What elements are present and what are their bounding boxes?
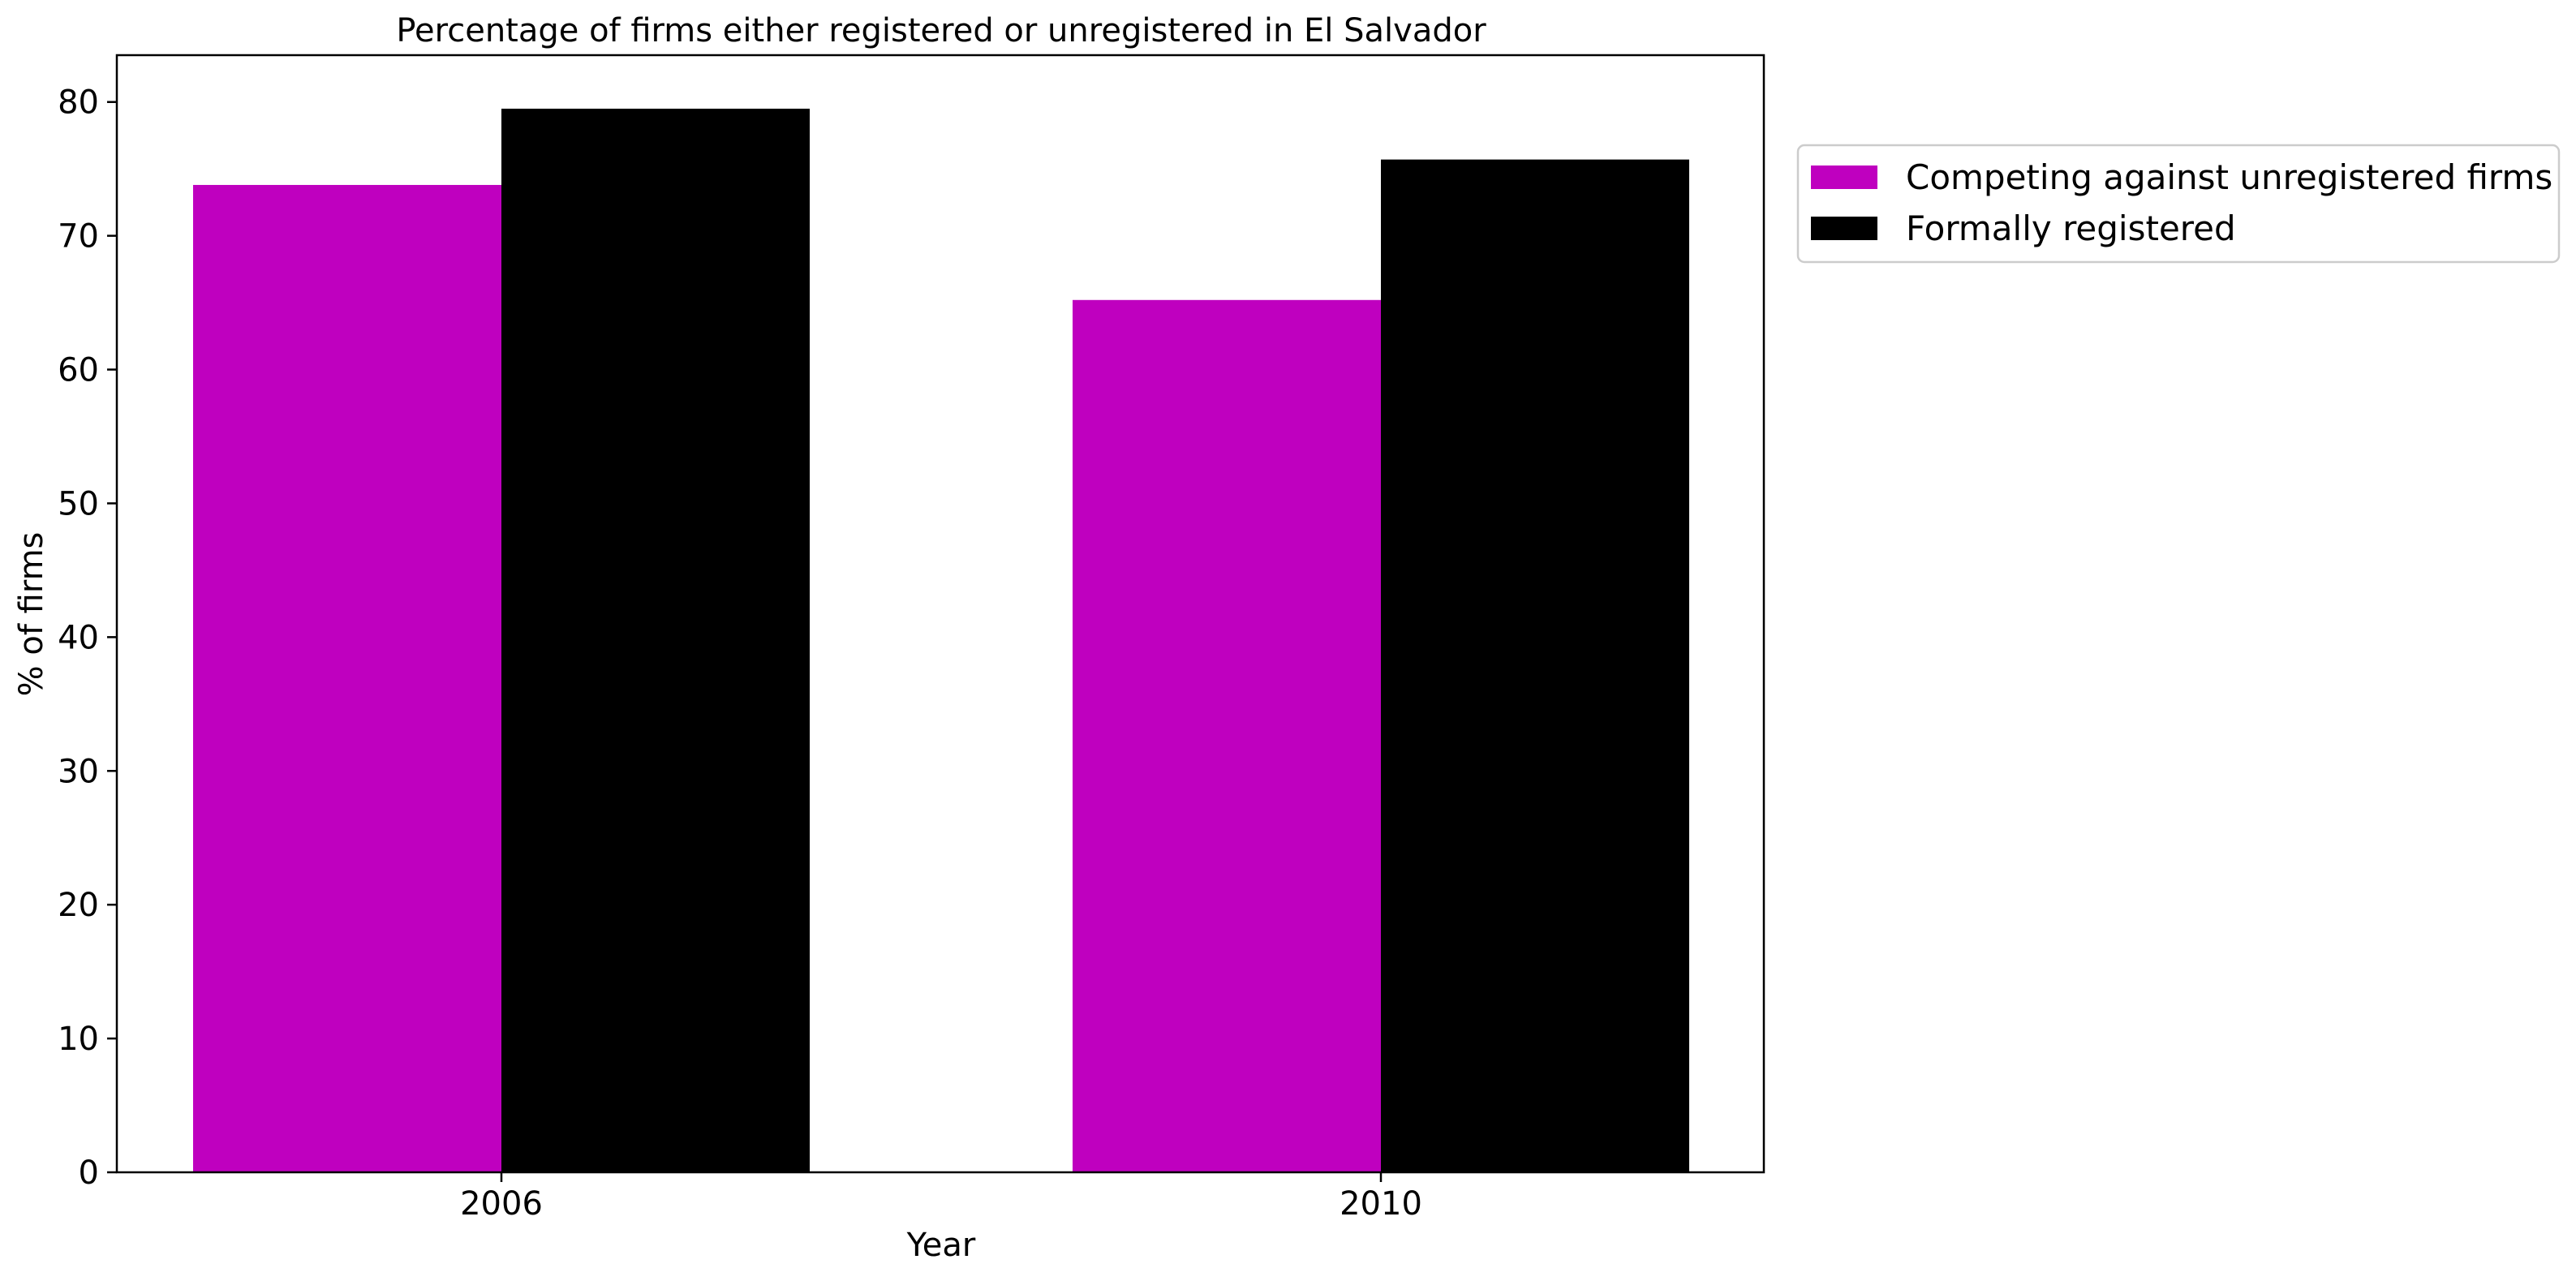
bar-0-2006 xyxy=(193,184,501,1172)
y-tick-label: 10 xyxy=(58,1021,99,1058)
legend-swatch-competing xyxy=(1811,165,1877,189)
y-tick-label: 80 xyxy=(58,84,99,122)
y-axis-label: % of firms xyxy=(13,532,50,697)
x-tick-label: 2010 xyxy=(1340,1185,1422,1223)
bar-1-2006 xyxy=(501,108,810,1172)
bar-1-2010 xyxy=(1381,159,1689,1173)
x-axis-label: Year xyxy=(906,1227,976,1264)
legend: Competing against unregistered firms For… xyxy=(1796,144,2561,264)
y-tick-label: 50 xyxy=(58,485,99,522)
y-tick-label: 20 xyxy=(58,887,99,924)
legend-swatch-registered xyxy=(1811,217,1877,240)
chart-title: Percentage of firms either registered or… xyxy=(396,12,1486,49)
x-axis: 2006 2010 xyxy=(460,1172,1422,1223)
bar-0-2010 xyxy=(1073,299,1381,1172)
y-tick-label: 40 xyxy=(58,619,99,656)
y-tick-label: 70 xyxy=(58,218,99,256)
y-tick-label: 60 xyxy=(58,352,99,389)
x-tick-label: 2006 xyxy=(460,1185,543,1223)
legend-label-registered: Formally registered xyxy=(1906,208,2236,248)
bars-layer xyxy=(193,108,1689,1173)
y-tick-label: 30 xyxy=(58,753,99,790)
plot-frame xyxy=(115,54,1765,1174)
legend-frame xyxy=(1796,144,2561,264)
y-axis: 0 10 20 30 40 50 60 70 80 xyxy=(58,84,117,1192)
y-tick-label: 0 xyxy=(79,1154,99,1192)
legend-label-competing: Competing against unregistered firms xyxy=(1906,157,2552,197)
